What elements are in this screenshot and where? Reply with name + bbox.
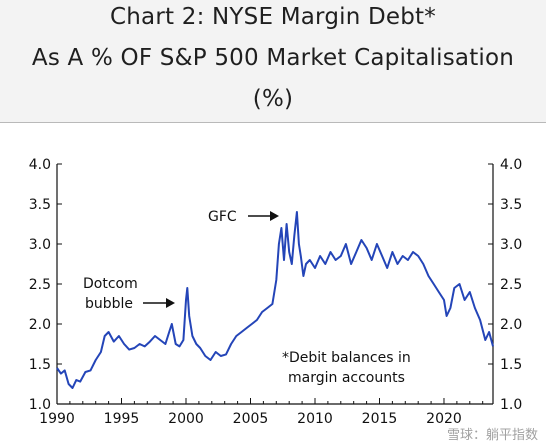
annotation-dotcom-line1: Dotcom <box>83 276 138 292</box>
series-line-margin-debt <box>56 211 494 389</box>
chart-header: Chart 2: NYSE Margin Debt* As A % OF S&P… <box>0 0 546 123</box>
arrowhead-gfc <box>270 211 279 221</box>
y-tick-label-left: 2.0 <box>29 317 51 333</box>
x-tick-label: 1990 <box>39 411 75 427</box>
y-tick-label-right: 2.5 <box>500 277 522 293</box>
y-tick-label-right: 4.0 <box>500 157 522 173</box>
y-tick-label-right: 3.0 <box>500 237 522 253</box>
y-tick-label-left: 3.5 <box>29 197 51 213</box>
y-tick-label-left: 3.0 <box>29 237 51 253</box>
line-chart: 1.0 1.0 1.5 1.5 2.0 2.0 2.5 2.5 3.0 3.0 3.5 3.5 4.0 4… <box>29 157 523 427</box>
y-tick-label-left: 4.0 <box>29 157 51 173</box>
x-tick-label: 2015 <box>362 411 398 427</box>
x-tick-label: 2010 <box>297 411 333 427</box>
x-tick-label: 1995 <box>104 411 140 427</box>
annotation-gfc: GFC <box>208 209 237 225</box>
y-tick-label-right: 3.5 <box>500 197 522 213</box>
y-tick-label-right: 2.0 <box>500 317 522 333</box>
chart-unit: (%) <box>252 86 294 112</box>
y-tick-label-left: 1.0 <box>29 397 51 413</box>
x-tick-label: 2005 <box>233 411 269 427</box>
watermark: 雪球：躺平指数 <box>446 428 538 443</box>
note-line1: *Debit balances in <box>282 350 411 366</box>
annotation-dotcom-line2: bubble <box>85 296 133 312</box>
y-tick-label-left: 1.5 <box>29 357 51 373</box>
x-tick-label: 2020 <box>426 411 462 427</box>
y-tick-label-right: 1.5 <box>500 357 522 373</box>
note-line2: margin accounts <box>288 370 405 386</box>
x-tick-label: 2000 <box>168 411 204 427</box>
chart-subtitle: As A % OF S&P 500 Market Capitalisation <box>31 45 515 71</box>
chart-title: Chart 2: NYSE Margin Debt* <box>110 4 436 30</box>
arrowhead-dotcom <box>166 298 175 308</box>
y-tick-label-right: 1.0 <box>500 397 522 413</box>
y-tick-label-left: 2.5 <box>29 277 51 293</box>
